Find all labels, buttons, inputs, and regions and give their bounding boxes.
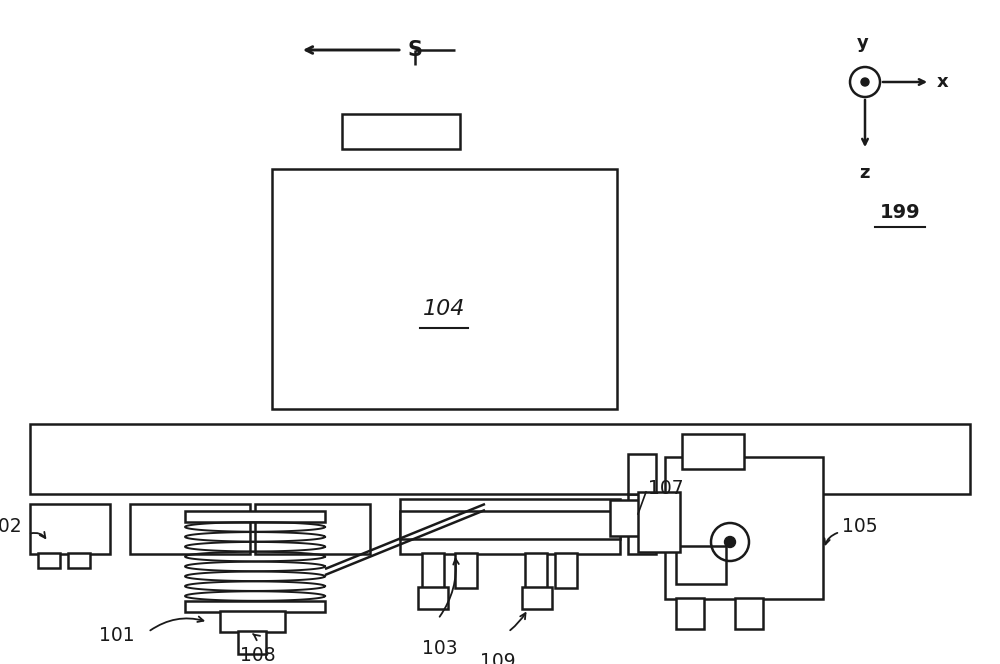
FancyBboxPatch shape <box>38 553 60 568</box>
FancyBboxPatch shape <box>735 598 763 629</box>
FancyBboxPatch shape <box>255 504 370 554</box>
FancyBboxPatch shape <box>628 494 656 554</box>
FancyBboxPatch shape <box>238 631 266 654</box>
FancyBboxPatch shape <box>422 553 444 588</box>
Text: y: y <box>857 34 869 52</box>
FancyBboxPatch shape <box>272 169 617 409</box>
Text: 109: 109 <box>480 652 516 664</box>
Text: 104: 104 <box>423 299 465 319</box>
FancyBboxPatch shape <box>555 553 577 588</box>
FancyBboxPatch shape <box>522 587 552 609</box>
FancyBboxPatch shape <box>638 492 680 552</box>
Circle shape <box>861 78 869 86</box>
Text: 103: 103 <box>422 639 458 658</box>
FancyBboxPatch shape <box>682 434 744 469</box>
Text: S: S <box>408 40 422 60</box>
Text: 105: 105 <box>842 517 878 535</box>
Text: 107: 107 <box>648 479 684 499</box>
FancyBboxPatch shape <box>665 457 823 599</box>
FancyBboxPatch shape <box>628 454 656 494</box>
FancyBboxPatch shape <box>68 553 90 568</box>
FancyBboxPatch shape <box>220 611 285 632</box>
FancyBboxPatch shape <box>418 587 448 609</box>
Circle shape <box>724 537 736 548</box>
FancyBboxPatch shape <box>30 424 970 494</box>
FancyBboxPatch shape <box>676 546 726 584</box>
FancyBboxPatch shape <box>130 504 250 554</box>
Text: 108: 108 <box>240 646 276 664</box>
FancyBboxPatch shape <box>185 511 325 522</box>
Text: z: z <box>860 164 870 182</box>
Text: 102: 102 <box>0 517 22 537</box>
Text: x: x <box>937 73 949 91</box>
FancyBboxPatch shape <box>525 553 547 588</box>
FancyBboxPatch shape <box>610 500 682 536</box>
FancyBboxPatch shape <box>185 601 325 612</box>
FancyBboxPatch shape <box>342 114 460 149</box>
FancyBboxPatch shape <box>400 499 620 554</box>
FancyBboxPatch shape <box>30 504 110 554</box>
Text: 199: 199 <box>880 203 920 222</box>
FancyBboxPatch shape <box>676 598 704 629</box>
FancyBboxPatch shape <box>400 511 620 539</box>
FancyBboxPatch shape <box>455 553 477 588</box>
Text: 101: 101 <box>99 627 135 645</box>
